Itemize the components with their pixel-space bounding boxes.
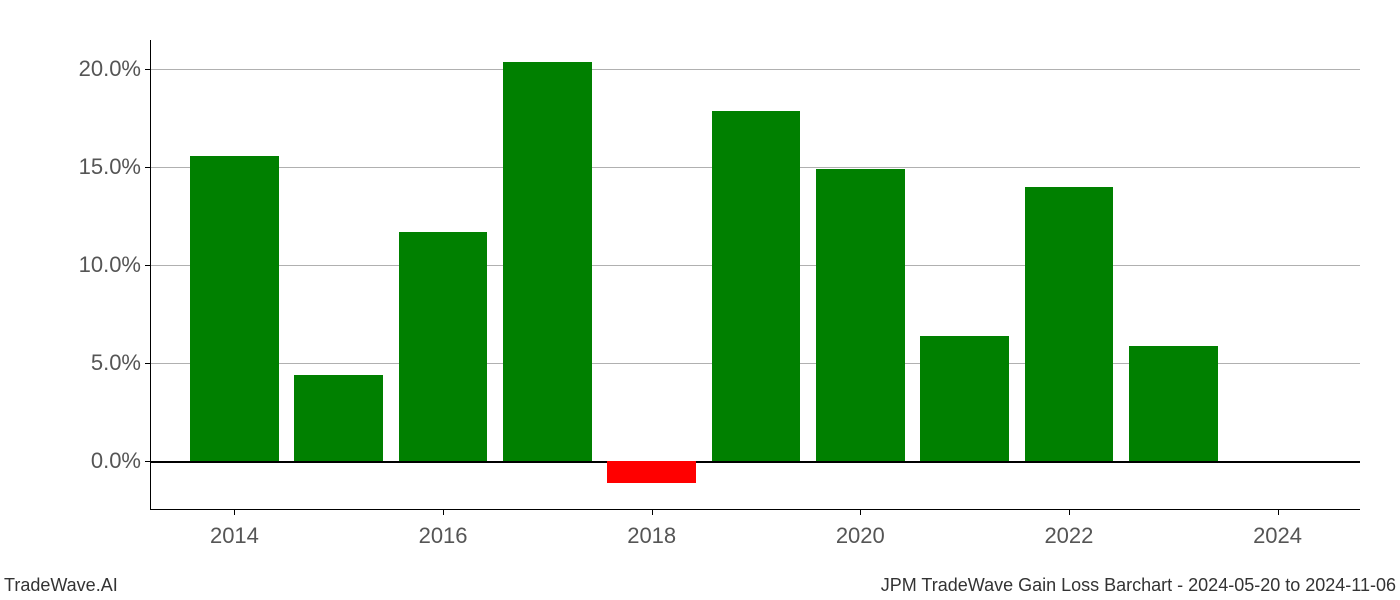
bar [399,232,488,461]
zero-line [151,461,1360,463]
bar [607,461,696,483]
bar [503,62,592,462]
bar [1025,187,1114,461]
bar [712,111,801,462]
footer-right-text: JPM TradeWave Gain Loss Barchart - 2024-… [881,575,1396,596]
ytick-label: 20.0% [79,56,141,82]
xtick-label: 2020 [836,523,885,549]
ytick-mark [145,69,151,70]
footer-left-text: TradeWave.AI [4,575,118,596]
ytick-mark [145,265,151,266]
xtick-mark [652,509,653,515]
xtick-mark [860,509,861,515]
xtick-mark [1069,509,1070,515]
bar [920,336,1009,461]
ytick-label: 15.0% [79,154,141,180]
xtick-label: 2018 [627,523,676,549]
ytick-mark [145,363,151,364]
chart-container: 0.0% 5.0% 10.0% 15.0% 20.0% 2014 2016 2018 2020 2… [0,0,1400,600]
xtick-label: 2024 [1253,523,1302,549]
ytick-label: 0.0% [91,448,141,474]
ytick-label: 10.0% [79,252,141,278]
xtick-mark [234,509,235,515]
bar [1129,346,1218,462]
xtick-mark [443,509,444,515]
xtick-mark [1278,509,1279,515]
ytick-label: 5.0% [91,350,141,376]
bar [816,169,905,461]
bar [190,156,279,462]
xtick-label: 2014 [210,523,259,549]
bar [294,375,383,461]
gridline [151,69,1360,70]
ytick-mark [145,167,151,168]
xtick-label: 2022 [1044,523,1093,549]
plot-area: 0.0%5.0%10.0%15.0%20.0%20142016201820202… [150,40,1360,510]
xtick-label: 2016 [419,523,468,549]
